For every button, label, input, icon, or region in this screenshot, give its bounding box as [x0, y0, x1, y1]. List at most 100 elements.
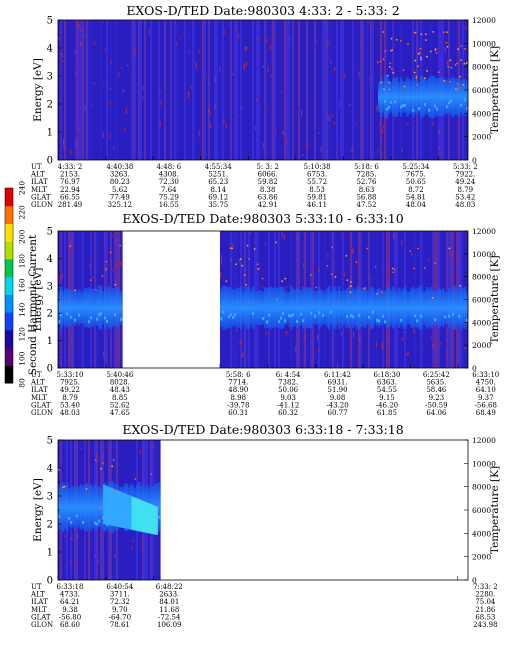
spectrogram-speckle [223, 30, 225, 35]
y-tick-label: 2 [47, 100, 53, 111]
spectrogram-speckle [318, 348, 320, 352]
energy-band-column [420, 285, 423, 331]
table-cell: 4750. [476, 379, 496, 387]
y2-tick-label: 0 [472, 156, 477, 165]
spectrogram-speckle [256, 98, 258, 102]
energy-band-column [58, 485, 61, 529]
temperature-point [417, 53, 420, 55]
energy-band-column [406, 77, 409, 117]
energy-band-highlight [378, 319, 381, 323]
spectrogram-speckle [440, 150, 442, 155]
spectrogram-speckle [341, 331, 343, 337]
energy-band-column [272, 287, 275, 328]
temperature-point [463, 62, 466, 65]
energy-band-column [340, 291, 343, 325]
spectrogram-speckle [386, 341, 388, 344]
energy-band-column [386, 76, 389, 118]
energy-band-column [368, 291, 371, 325]
table-cell: 77.49 [110, 193, 130, 201]
cyan-arc-column [119, 491, 122, 528]
energy-band-highlight [220, 317, 223, 321]
energy-band-highlight [436, 107, 439, 111]
cyan-arc-column [130, 496, 133, 530]
spectrogram-column [296, 20, 299, 160]
table-cell: 9.38 [62, 606, 78, 614]
energy-band-column [390, 82, 393, 112]
energy-band-column [258, 290, 261, 326]
table-cell: -56.68 [475, 401, 497, 409]
energy-band-column [358, 287, 361, 329]
spectrogram-speckle [327, 40, 329, 46]
spectrogram-speckle [379, 121, 381, 127]
y-axis-label: Energy [eV] [32, 478, 44, 542]
y-tick-label: 1 [47, 336, 53, 347]
spectrogram-column [324, 20, 327, 160]
spectrogram-speckle [245, 62, 248, 67]
energy-band-column [76, 291, 79, 324]
energy-band-highlight [414, 314, 417, 318]
table-cell: -50.59 [425, 401, 447, 409]
cyan-arc-column [139, 499, 142, 532]
spectrogram-speckle [110, 59, 112, 65]
spectrogram-speckle [457, 255, 460, 259]
temperature-point [235, 263, 238, 266]
table-cell: -72.54 [158, 613, 181, 621]
energy-band-column [68, 488, 71, 527]
spectrogram-speckle [102, 132, 104, 138]
energy-band-column [264, 287, 267, 329]
temperature-point [402, 69, 405, 72]
temperature-point [386, 74, 389, 77]
cyan-arc-column [153, 505, 156, 535]
temperature-point [449, 80, 451, 83]
table-cell: 4:40:38 [106, 163, 133, 171]
temperature-point [309, 274, 312, 276]
table-cell: 3711. [110, 591, 130, 599]
temperature-point [389, 62, 392, 65]
energy-band-column [300, 289, 303, 326]
temperature-point [424, 33, 427, 36]
temperature-point [246, 244, 249, 247]
temperature-point [420, 58, 423, 61]
energy-band-column [106, 290, 109, 326]
spectrogram-speckle [358, 71, 360, 76]
spectrogram-column [262, 20, 265, 160]
temperature-point [417, 247, 419, 250]
spectrogram-speckle [334, 66, 336, 71]
temperature-point [420, 33, 423, 36]
spectrogram-speckle [262, 142, 264, 149]
spectrogram-speckle [367, 21, 369, 25]
table-cell: 60.77 [328, 409, 348, 417]
table-cell: 42.91 [258, 201, 278, 209]
table-cell: 50.65 [406, 178, 426, 186]
spectrogram-speckle [142, 86, 144, 90]
energy-band-column [116, 286, 119, 329]
energy-band-column [440, 77, 443, 117]
energy-band-column [378, 287, 381, 328]
energy-band-highlight [262, 316, 265, 320]
spectrogram-speckle [232, 243, 234, 250]
temperature-point [459, 75, 461, 78]
energy-band-column [260, 290, 263, 325]
table-cell: 8.14 [210, 186, 226, 194]
energy-band-column [70, 486, 73, 529]
energy-band-highlight [310, 311, 313, 315]
spectrogram-column [196, 20, 199, 160]
spectrogram-speckle [183, 32, 185, 35]
cyan-arc-column [120, 492, 123, 528]
spectrogram-column [210, 20, 213, 160]
spectrogram-column [340, 20, 343, 160]
spectrogram-speckle [298, 280, 300, 284]
spectrogram-speckle [318, 267, 320, 272]
spectrogram-speckle [63, 142, 65, 149]
table-cell: 6363. [377, 379, 397, 387]
table-cell: 2153. [60, 171, 80, 179]
y-axis-label: Energy [eV] [32, 268, 44, 332]
energy-band-column [406, 290, 409, 325]
cyan-arc-column [124, 493, 127, 529]
energy-band-column [386, 287, 389, 329]
table-cell: 5.62 [112, 186, 128, 194]
spectrogram-column [354, 20, 357, 160]
energy-band-highlight [466, 106, 468, 110]
spectrogram-column [292, 20, 295, 160]
energy-band-column [94, 291, 97, 324]
